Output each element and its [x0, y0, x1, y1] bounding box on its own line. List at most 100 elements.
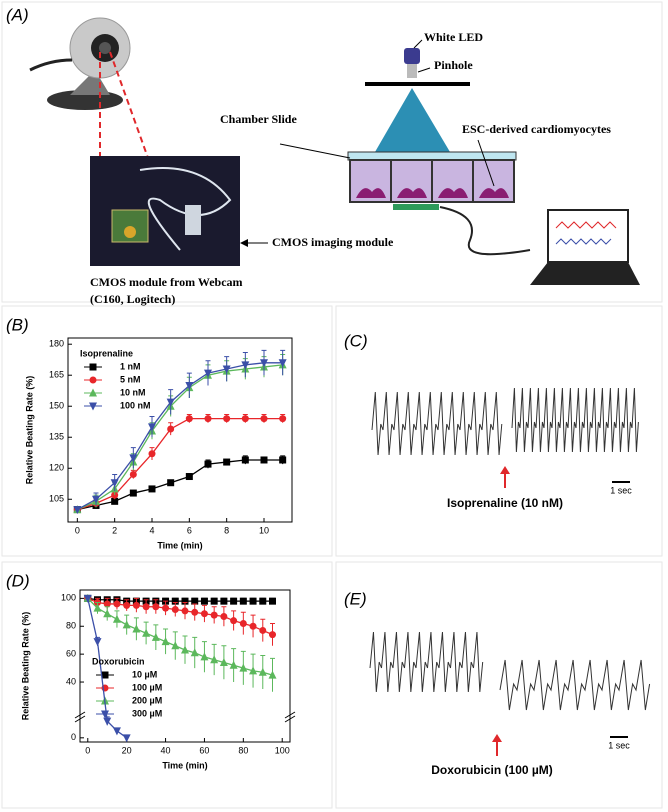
- marker: [278, 359, 287, 368]
- y-tick-label: 105: [49, 494, 64, 504]
- caption: (C160, Logitech): [90, 292, 175, 306]
- marker: [204, 460, 212, 468]
- legend-label: 1 nM: [120, 361, 141, 371]
- y-tick-label: 0: [71, 732, 76, 742]
- marker: [210, 655, 219, 664]
- frame-c: [335, 305, 663, 557]
- x-tick-label: 4: [149, 525, 154, 535]
- y-tick-label: 40: [66, 676, 76, 686]
- x-tick-label: 6: [187, 525, 192, 535]
- marker: [148, 450, 156, 458]
- marker: [191, 597, 199, 605]
- marker: [229, 660, 238, 669]
- marker: [171, 641, 180, 650]
- marker: [129, 489, 137, 497]
- trace-annotation: Doxorubicin (100 µM): [431, 763, 553, 777]
- marker: [239, 619, 247, 627]
- legend-label: 300 µM: [132, 708, 162, 718]
- legend-label: 100 µM: [132, 682, 162, 692]
- marker: [185, 382, 194, 391]
- marker: [103, 609, 112, 618]
- trace-annotation: Isoprenaline (10 nM): [447, 496, 563, 510]
- marker: [132, 601, 140, 609]
- marker: [89, 376, 97, 384]
- marker: [161, 637, 170, 646]
- scale-label: 1 sec: [610, 485, 632, 495]
- x-tick-label: 0: [85, 745, 90, 755]
- marker: [111, 497, 119, 505]
- marker: [122, 620, 131, 629]
- marker: [171, 597, 179, 605]
- marker: [259, 597, 267, 605]
- marker: [92, 495, 100, 504]
- label-chamber: Chamber Slide: [220, 112, 297, 126]
- marker: [181, 607, 189, 615]
- marker: [148, 485, 156, 493]
- frame-e: [335, 561, 663, 809]
- legend-title: Doxorubicin: [92, 656, 145, 666]
- marker: [241, 415, 249, 423]
- marker: [185, 415, 193, 423]
- y-axis-label: Relative Beating Rate (%): [20, 612, 30, 721]
- marker: [220, 597, 228, 605]
- marker: [185, 473, 193, 481]
- x-tick-label: 80: [238, 745, 248, 755]
- frame-a: [1, 1, 663, 303]
- webcam: [29, 17, 149, 159]
- series-line: [77, 459, 283, 511]
- y-tick-label: 180: [49, 339, 64, 349]
- label-cmos: CMOS imaging module: [272, 235, 394, 249]
- x-axis-label: Time (min): [162, 760, 207, 770]
- x-tick-label: 0: [75, 525, 80, 535]
- x-tick-label: 60: [199, 745, 209, 755]
- legend-title: Isoprenaline: [80, 348, 133, 358]
- plot-frame: [79, 589, 291, 743]
- marker: [220, 612, 228, 620]
- marker: [210, 597, 218, 605]
- x-tick-label: 10: [259, 525, 269, 535]
- marker: [190, 648, 199, 657]
- marker: [219, 658, 228, 667]
- marker: [279, 415, 287, 423]
- marker: [260, 456, 268, 464]
- marker: [260, 415, 268, 423]
- marker: [148, 423, 156, 432]
- trace-marks: [492, 466, 630, 756]
- marker: [223, 415, 231, 423]
- marker: [93, 638, 102, 647]
- marker: [83, 594, 92, 603]
- marker: [259, 626, 267, 634]
- marker: [269, 597, 276, 605]
- panel-label: (E): [344, 589, 367, 608]
- marker: [181, 597, 189, 605]
- plot-frame: [67, 337, 293, 523]
- marker: [103, 600, 111, 608]
- panel-label: (A): [6, 5, 29, 24]
- y-tick-label: 120: [49, 463, 64, 473]
- marker: [113, 600, 121, 608]
- y-tick-label: 150: [49, 401, 64, 411]
- marker: [222, 365, 231, 374]
- marker: [129, 470, 137, 478]
- marker: [89, 363, 97, 371]
- marker: [249, 597, 257, 605]
- x-tick-label: 100: [275, 745, 290, 755]
- y-tick-label: 135: [49, 432, 64, 442]
- marker: [200, 652, 209, 661]
- marker: [142, 628, 151, 637]
- x-axis-label: Time (min): [157, 540, 202, 550]
- label-cells: ESC-derived cardiomyocytes: [462, 122, 611, 136]
- x-tick-label: 40: [161, 745, 171, 755]
- marker: [103, 717, 112, 726]
- panel-label: (C): [344, 331, 368, 350]
- marker: [129, 454, 138, 463]
- marker: [101, 710, 109, 719]
- y-tick-label: 80: [66, 621, 76, 631]
- marker: [249, 666, 258, 675]
- legend-label: 10 µM: [132, 669, 157, 679]
- legend-label: 200 µM: [132, 695, 162, 705]
- x-tick-label: 2: [112, 525, 117, 535]
- marker: [268, 670, 277, 679]
- marker: [200, 610, 208, 618]
